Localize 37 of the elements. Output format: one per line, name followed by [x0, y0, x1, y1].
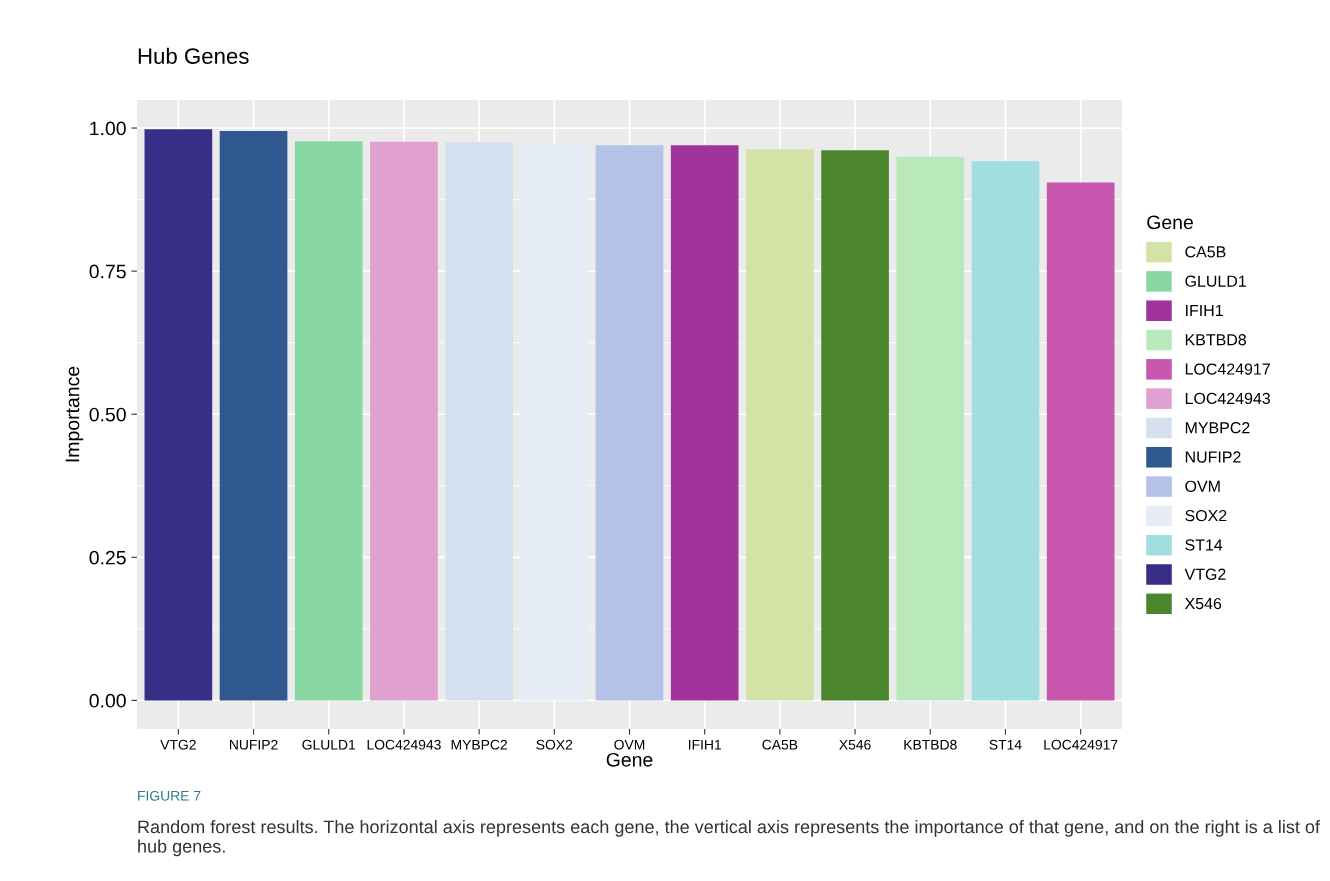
x-tick-label: OVM [614, 739, 645, 750]
x-tick-label: SOX2 [536, 739, 573, 750]
y-axis-title: Importance [65, 366, 84, 462]
x-tick-label: X546 [839, 739, 871, 750]
caption: FIGURE 7 [138, 790, 201, 801]
y-tick-label: 1.00 [90, 121, 126, 136]
legend-title: Gene [1147, 215, 1193, 230]
legend-label: LOC424917 [1185, 363, 1270, 375]
legend-label: OVM [1185, 480, 1220, 492]
chart-title: Hub Genes [138, 47, 249, 64]
x-tick-label: IFIH1 [689, 739, 721, 750]
legend-label: VTG2 [1184, 568, 1226, 580]
x-tick-label: VTG2 [160, 739, 196, 750]
x-tick-label: CA5B [762, 739, 798, 750]
legend-label: X546 [1184, 597, 1222, 610]
y-tick-label: 0.50 [89, 407, 126, 422]
x-tick-label: NUFIP2 [229, 739, 278, 750]
text: Random forest results. The horizontal axis represents each gene, the vertical axis represents the importance of that gene, and on the right is a list of hub genes. [138, 820, 1320, 857]
legend-label: SOX2 [1185, 509, 1227, 522]
x-tick-label: LOC424917 [1044, 739, 1118, 750]
x-tick-label: ST14 [989, 739, 1022, 750]
x-tick-label: KBTBD8 [904, 739, 957, 750]
legend-label: CA5B [1185, 246, 1226, 258]
x-tick-label: GLULD1 [302, 739, 356, 750]
legend-label: KBTBD8 [1185, 334, 1246, 346]
x-tick-label: LOC424943 [367, 739, 441, 750]
legend-label: LOC424943 [1185, 392, 1270, 405]
x-axis-title: Gene [606, 752, 653, 767]
y-tick-label: 0.75 [89, 264, 126, 279]
y-tick-label: 0.00 [89, 693, 126, 708]
legend-label: NUFIP2 [1185, 451, 1241, 463]
y-tick-label: 0.25 [89, 550, 126, 565]
legend-label: IFIH1 [1186, 304, 1223, 316]
x-tick-label: MYBPC2 [451, 739, 507, 750]
legend-label: GLULD1 [1185, 275, 1246, 287]
legend-label: MYBPC2 [1185, 422, 1250, 434]
legend-label: ST14 [1185, 539, 1223, 551]
